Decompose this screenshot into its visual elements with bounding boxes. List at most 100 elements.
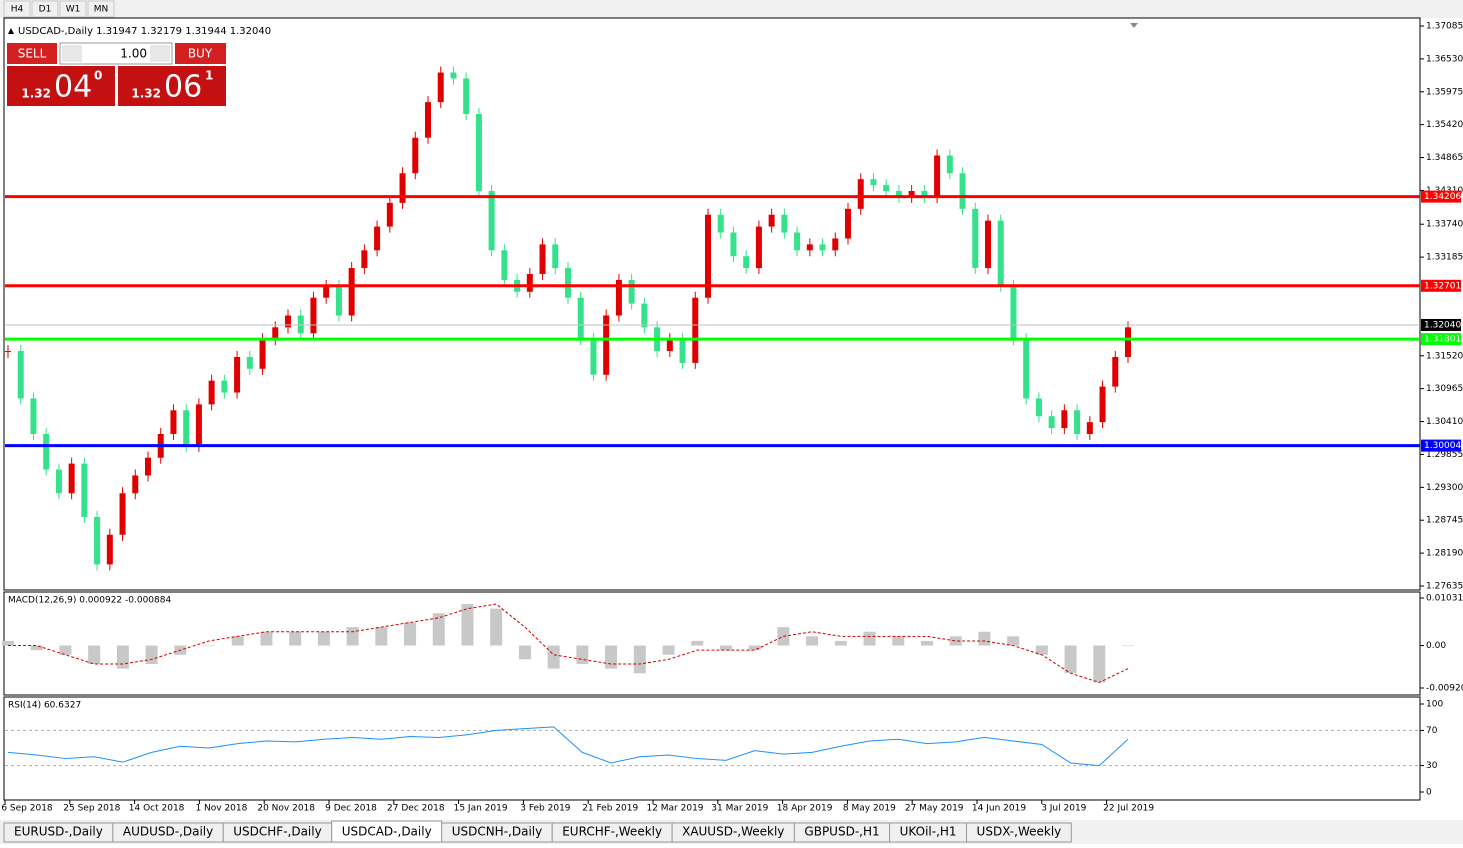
candle-body [539, 244, 546, 274]
candle-body [768, 214, 775, 227]
buy-point: 1 [205, 69, 213, 83]
candle-body [959, 173, 966, 209]
rsi-line [7, 726, 1129, 767]
lot-up[interactable] [150, 45, 170, 62]
candle-body [819, 244, 826, 251]
candle-body [94, 516, 101, 565]
symbol-tab-label: USDX-,Weekly [977, 825, 1062, 839]
candle-body [55, 469, 62, 494]
candle-body [857, 179, 864, 209]
candle-body [374, 226, 381, 251]
date-label: 1 Nov 2018 [195, 804, 247, 814]
macd-bar [691, 640, 704, 646]
candle-body [845, 208, 851, 239]
level-label: 1.30004 [1424, 441, 1461, 451]
macd-bar [920, 640, 933, 646]
candle-body [883, 185, 890, 192]
candle-body [997, 220, 1004, 286]
macd-bar [1035, 645, 1048, 655]
macd-bar [863, 631, 876, 646]
lot-down[interactable] [62, 45, 82, 62]
timeframe-button[interactable] [59, 0, 87, 18]
candle-body [679, 339, 686, 363]
level-label: 1.32040 [1424, 320, 1461, 330]
candle-body [183, 410, 190, 446]
candle-body [335, 285, 342, 316]
candle-body [526, 274, 533, 292]
candle-body [1086, 422, 1093, 434]
timeframe-button[interactable] [3, 0, 31, 18]
candle-body [946, 155, 953, 174]
lot-field[interactable] [59, 42, 173, 65]
candle-body [1099, 386, 1106, 423]
candle-body [145, 457, 151, 476]
candle-body [1061, 410, 1068, 429]
price-label: 1.35420 [1426, 120, 1463, 130]
candle-body [425, 102, 431, 138]
symbol-tab-label: USDCHF-,Daily [233, 825, 321, 839]
candle-body [1048, 416, 1055, 429]
candle-body [717, 214, 724, 233]
symbol-tab-label: EURCHF-,Weekly [562, 825, 662, 839]
rsi-axis-label: 0 [1426, 788, 1432, 798]
macd-signal [8, 603, 1129, 683]
candle-body [285, 315, 291, 328]
symbol-tab-label: AUDUSD-,Daily [123, 825, 213, 839]
candle-body [628, 279, 635, 304]
timeframe-label: MN [94, 5, 109, 15]
candle-body [106, 534, 113, 565]
sell-button[interactable] [7, 43, 57, 64]
candle-body [488, 191, 495, 251]
rsi-axis-label: 70 [1426, 726, 1438, 736]
candle-body [832, 238, 839, 251]
timeframe-bar [0, 0, 1463, 18]
candle-body [552, 244, 559, 269]
candle-body [972, 208, 979, 269]
candle-body [170, 410, 177, 434]
candle-body [81, 463, 88, 517]
candle-body [641, 303, 648, 328]
macd-bar [317, 631, 330, 646]
buy-prefix: 1.32 [131, 87, 161, 101]
macd-bar [633, 645, 646, 674]
level-tag [1421, 318, 1461, 331]
candle-body [501, 250, 508, 280]
date-label: 3 Feb 2019 [520, 804, 571, 814]
macd-bar [834, 640, 847, 646]
rsi-frame [3, 696, 1421, 801]
buy-price-box[interactable] [118, 66, 226, 106]
candle-body [132, 475, 139, 494]
lot-value: 1.00 [120, 47, 147, 61]
macd-bar [662, 645, 675, 655]
date-label: 14 Jun 2019 [972, 804, 1026, 814]
price-label: 1.29300 [1426, 483, 1463, 493]
buy-button[interactable] [175, 43, 226, 64]
main-chart-frame [3, 17, 1421, 591]
timeframe-button[interactable] [31, 0, 59, 18]
shift-marker [1130, 23, 1138, 28]
candle-body [1035, 398, 1042, 417]
price-label: 1.35975 [1426, 87, 1463, 97]
price-label: 1.33185 [1426, 253, 1463, 263]
macd-bar [949, 636, 962, 646]
macd-bar [1093, 645, 1106, 683]
level-label: 1.32701 [1424, 281, 1461, 291]
macd-bar [346, 627, 359, 646]
header-arrow [8, 28, 14, 34]
symbol-tab-label: USDCAD-,Daily [342, 825, 432, 839]
chart-header: USDCAD-,Daily 1.31947 1.32179 1.31944 1.… [18, 26, 271, 37]
candle-body [412, 137, 419, 174]
sell-price-box[interactable] [7, 66, 115, 106]
price-label: 1.31520 [1426, 351, 1463, 361]
macd-bar [145, 645, 158, 665]
candle-body [437, 72, 444, 103]
candle-body [208, 380, 215, 405]
candle-body [361, 250, 368, 269]
macd-bar [1122, 645, 1134, 647]
candle-body [895, 191, 902, 197]
timeframe-button[interactable] [87, 0, 115, 18]
symbol-tab-label: XAUUSD-,Weekly [682, 825, 784, 839]
candle-body [30, 398, 37, 434]
candle-body [603, 315, 610, 375]
symbol-tab[interactable] [966, 822, 1072, 843]
